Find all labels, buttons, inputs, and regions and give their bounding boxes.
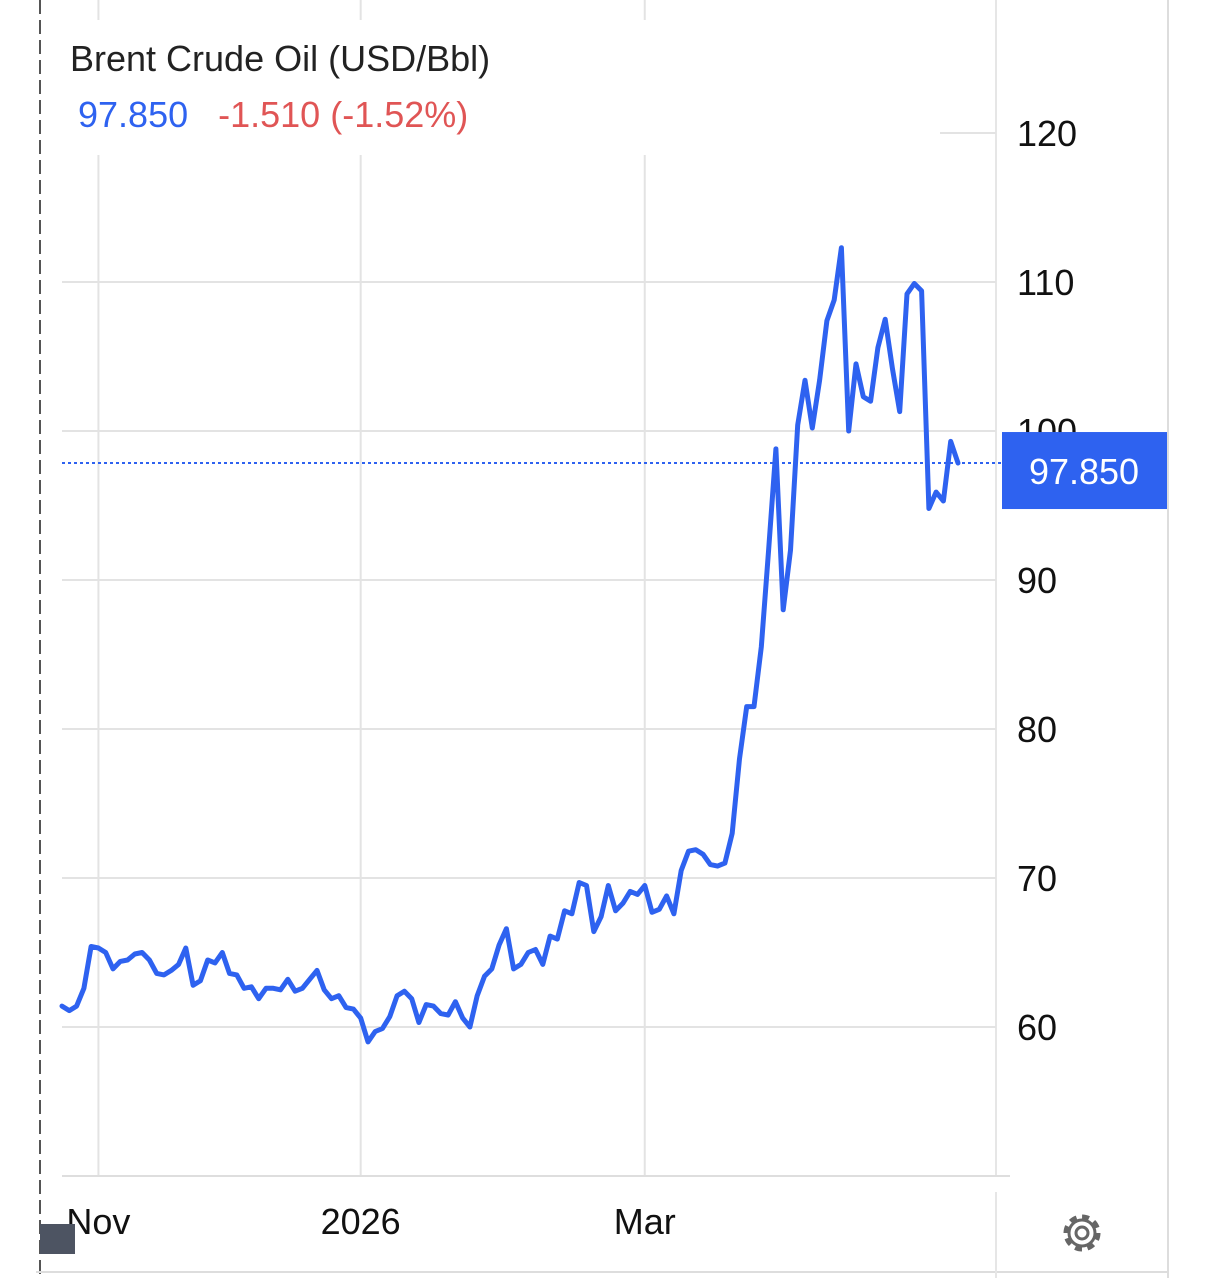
y-tick-label-110: 110 <box>1017 262 1074 303</box>
x-axis-labels: Nov 2026 Mar <box>66 1201 675 1242</box>
price-change: -1.510 <box>218 94 321 135</box>
y-tick-label-120: 120 <box>1017 113 1077 154</box>
brent-price-line <box>59 245 961 1045</box>
chart-frame <box>36 0 1169 1278</box>
y-tick-label-90: 90 <box>1017 560 1057 601</box>
gear-icon[interactable] <box>1063 1214 1101 1252</box>
x-tick-label-Nov: Nov <box>66 1201 130 1242</box>
series-layer <box>59 245 1002 1045</box>
price-tag-layer: 97.850 <box>1002 432 1167 510</box>
quote-line: 97.850 -1.510 (-1.52%) <box>78 94 468 136</box>
last-price-tag-label: 97.850 <box>1029 451 1139 492</box>
navigator-handle[interactable] <box>40 1224 75 1254</box>
last-price: 97.850 <box>78 94 189 135</box>
x-tick-label-Mar: Mar <box>614 1201 676 1242</box>
grid-lines <box>62 0 996 1175</box>
price-change-percent: (-1.52%) <box>330 94 469 135</box>
y-tick-label-80: 80 <box>1017 709 1057 750</box>
x-tick-label-2026: 2026 <box>321 1201 401 1242</box>
chart-title: Brent Crude Oil (USD/Bbl) <box>70 38 491 79</box>
y-tick-label-70: 70 <box>1017 858 1057 899</box>
y-tick-label-60: 60 <box>1017 1007 1057 1048</box>
last-price-tag <box>1002 432 1167 510</box>
